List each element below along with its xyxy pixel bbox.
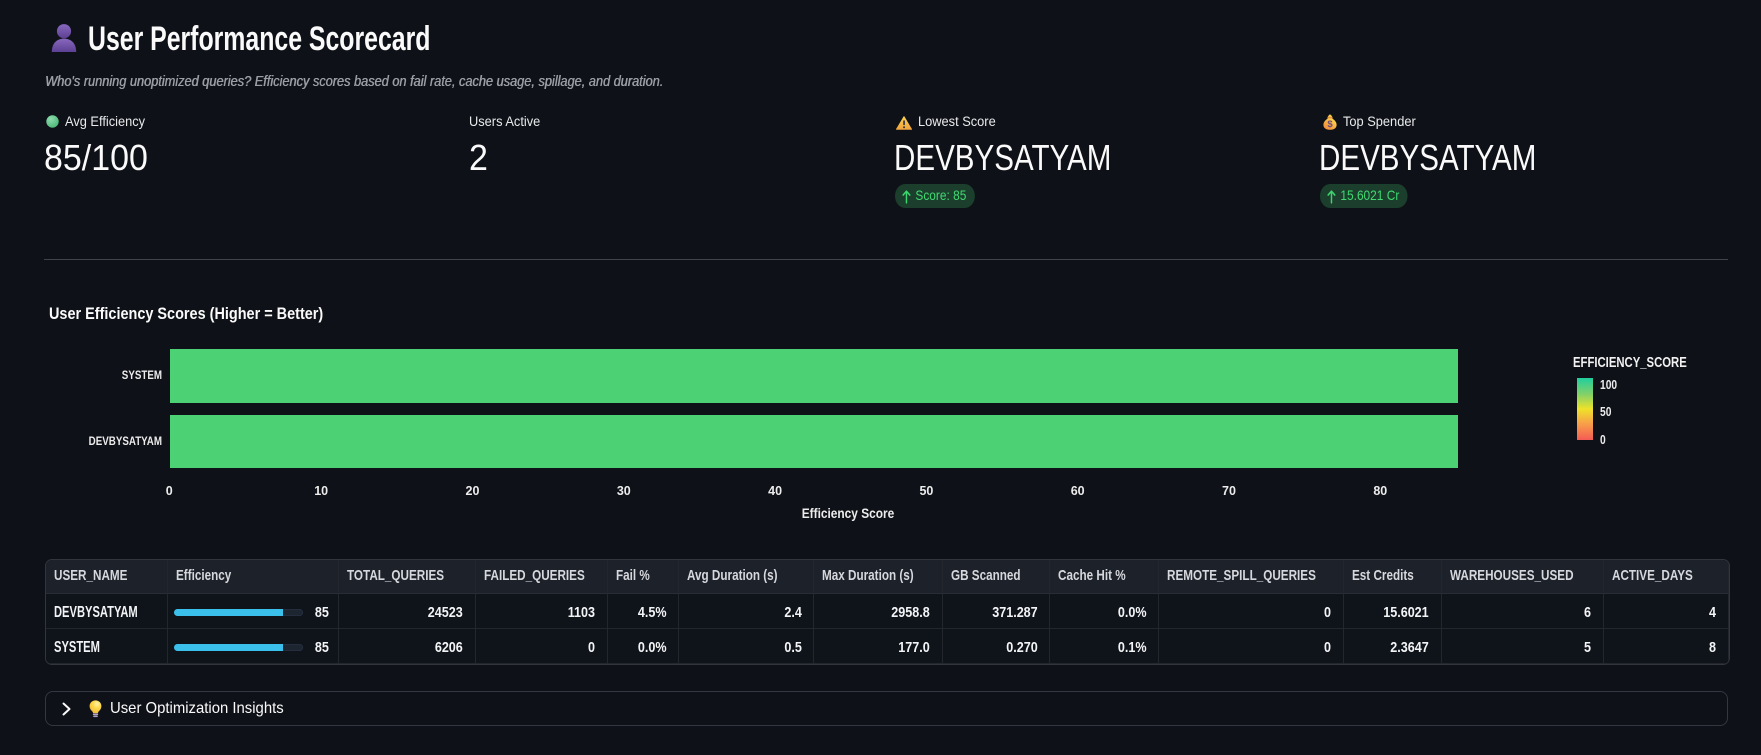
svg-text:$: $ <box>1327 119 1333 130</box>
